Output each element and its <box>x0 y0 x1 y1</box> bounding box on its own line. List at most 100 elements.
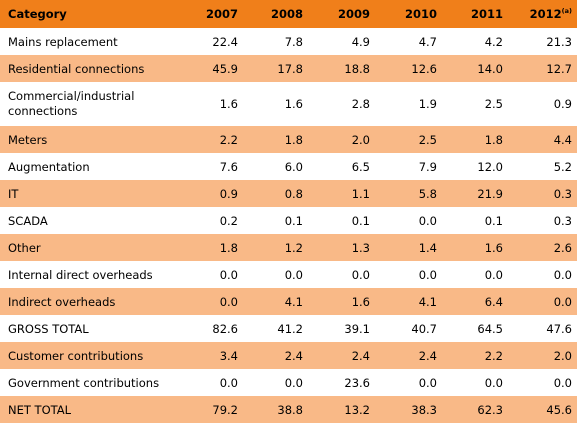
row-value: 2.4 <box>308 342 375 369</box>
table-row: SCADA 0.2 0.1 0.1 0.0 0.1 0.3 <box>0 207 577 234</box>
row-value: 1.4 <box>375 234 442 261</box>
row-value: 2.8 <box>308 82 375 126</box>
row-value: 0.0 <box>180 369 243 396</box>
table-row: IT 0.9 0.8 1.1 5.8 21.9 0.3 <box>0 180 577 207</box>
row-category: Augmentation <box>0 153 180 180</box>
table-row: Augmentation 7.6 6.0 6.5 7.9 12.0 5.2 <box>0 153 577 180</box>
row-value: 2.2 <box>180 126 243 153</box>
row-value: 0.0 <box>508 369 577 396</box>
row-value: 1.6 <box>180 82 243 126</box>
row-value: 2.5 <box>442 82 508 126</box>
row-value: 17.8 <box>243 55 308 82</box>
row-value: 1.3 <box>308 234 375 261</box>
row-value: 0.2 <box>180 207 243 234</box>
row-value: 12.7 <box>508 55 577 82</box>
row-value: 4.4 <box>508 126 577 153</box>
row-value: 4.7 <box>375 28 442 55</box>
row-value: 21.3 <box>508 28 577 55</box>
row-category: Government contributions <box>0 369 180 396</box>
row-value: 12.0 <box>442 153 508 180</box>
header-year-2012: 2012(a) <box>508 0 577 28</box>
row-value: 2.4 <box>243 342 308 369</box>
footnote-marker: (a) <box>561 7 572 16</box>
row-value: 0.9 <box>180 180 243 207</box>
table-row: GROSS TOTAL 82.6 41.2 39.1 40.7 64.5 47.6 <box>0 315 577 342</box>
table-row: Meters 2.2 1.8 2.0 2.5 1.8 4.4 <box>0 126 577 153</box>
row-value: 2.0 <box>508 342 577 369</box>
row-value: 0.1 <box>243 207 308 234</box>
row-value: 40.7 <box>375 315 442 342</box>
row-value: 0.1 <box>442 207 508 234</box>
row-value: 6.0 <box>243 153 308 180</box>
row-value: 2.0 <box>308 126 375 153</box>
row-value: 21.9 <box>442 180 508 207</box>
row-category: Customer contributions <box>0 342 180 369</box>
header-year: 2009 <box>308 0 375 28</box>
row-value: 6.5 <box>308 153 375 180</box>
row-value: 18.8 <box>308 55 375 82</box>
row-value: 2.5 <box>375 126 442 153</box>
row-value: 5.2 <box>508 153 577 180</box>
row-value: 41.2 <box>243 315 308 342</box>
row-value: 0.0 <box>442 369 508 396</box>
table-row: Residential connections 45.9 17.8 18.8 12.6 1… <box>0 55 577 82</box>
row-value: 5.8 <box>375 180 442 207</box>
row-value: 22.4 <box>180 28 243 55</box>
header-row: Category 2007 2008 2009 2010 2011 2012(a… <box>0 0 577 28</box>
row-category: Other <box>0 234 180 261</box>
row-value: 1.9 <box>375 82 442 126</box>
table-row: Internal direct overheads 0.0 0.0 0.0 0.0 0.0… <box>0 261 577 288</box>
row-value: 0.1 <box>308 207 375 234</box>
table-row: Government contributions 0.0 0.0 23.6 0.0 0.0… <box>0 369 577 396</box>
table-row: Indirect overheads 0.0 4.1 1.6 4.1 6.4 0.0 <box>0 288 577 315</box>
row-value: 23.6 <box>308 369 375 396</box>
row-value: 3.4 <box>180 342 243 369</box>
header-year: 2007 <box>180 0 243 28</box>
row-value: 0.0 <box>180 288 243 315</box>
row-category: Meters <box>0 126 180 153</box>
table-row: Other 1.8 1.2 1.3 1.4 1.6 2.6 <box>0 234 577 261</box>
row-value: 1.6 <box>308 288 375 315</box>
row-category: Residential connections <box>0 55 180 82</box>
row-value: 47.6 <box>508 315 577 342</box>
row-value: 0.0 <box>180 261 243 288</box>
row-value: 45.9 <box>180 55 243 82</box>
row-value: 39.1 <box>308 315 375 342</box>
row-value: 0.0 <box>508 261 577 288</box>
header-year-label: 2012 <box>529 7 562 21</box>
row-value: 4.9 <box>308 28 375 55</box>
row-category: SCADA <box>0 207 180 234</box>
row-value: 0.3 <box>508 180 577 207</box>
row-value: 2.4 <box>375 342 442 369</box>
row-value: 0.3 <box>508 207 577 234</box>
row-value: 0.0 <box>508 288 577 315</box>
row-value: 0.8 <box>243 180 308 207</box>
row-value: 6.4 <box>442 288 508 315</box>
row-value: 4.2 <box>442 28 508 55</box>
row-value: 0.0 <box>243 261 308 288</box>
table-row: Mains replacement 22.4 7.8 4.9 4.7 4.2 21.3 <box>0 28 577 55</box>
row-value: 0.0 <box>442 261 508 288</box>
header-category: Category <box>0 0 180 28</box>
row-value: 82.6 <box>180 315 243 342</box>
row-category: Mains replacement <box>0 28 180 55</box>
row-value: 1.8 <box>180 234 243 261</box>
header-year: 2010 <box>375 0 442 28</box>
row-value: 1.6 <box>243 82 308 126</box>
row-value: 0.0 <box>308 261 375 288</box>
row-value: 12.6 <box>375 55 442 82</box>
row-value: 1.8 <box>442 126 508 153</box>
row-value: 4.1 <box>375 288 442 315</box>
row-value: 0.9 <box>508 82 577 126</box>
row-value: 14.0 <box>442 55 508 82</box>
row-value: 7.8 <box>243 28 308 55</box>
row-value: 64.5 <box>442 315 508 342</box>
row-value: 1.1 <box>308 180 375 207</box>
row-value: 7.9 <box>375 153 442 180</box>
row-value: 0.0 <box>375 261 442 288</box>
row-value: 1.8 <box>243 126 308 153</box>
row-value: 0.0 <box>375 207 442 234</box>
header-year: 2008 <box>243 0 308 28</box>
row-value: 1.6 <box>442 234 508 261</box>
